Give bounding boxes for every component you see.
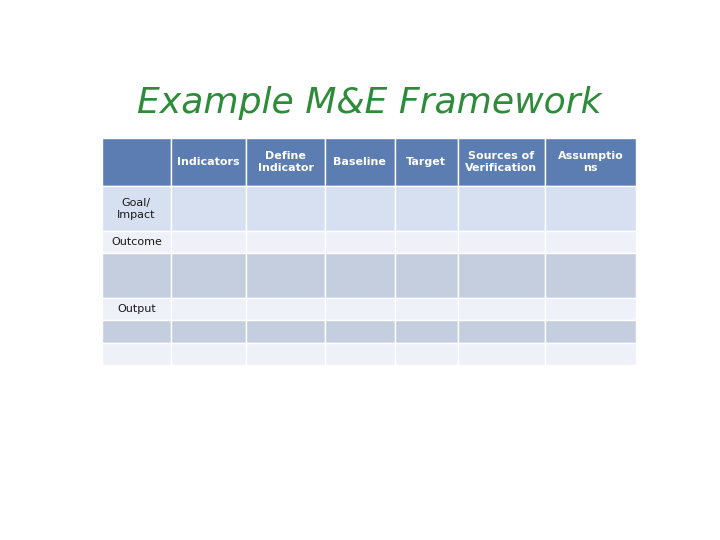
Bar xyxy=(395,186,458,231)
Bar xyxy=(246,186,325,231)
Bar xyxy=(246,253,325,298)
Bar xyxy=(458,343,545,365)
Bar xyxy=(325,320,395,343)
Bar xyxy=(545,138,636,186)
Bar xyxy=(171,343,246,365)
Text: Sources of
Verification: Sources of Verification xyxy=(465,151,537,173)
Bar xyxy=(325,343,395,365)
Bar xyxy=(395,138,458,186)
Bar xyxy=(171,138,246,186)
Bar xyxy=(458,186,545,231)
Bar xyxy=(325,253,395,298)
Bar xyxy=(545,320,636,343)
Bar xyxy=(102,138,171,186)
Bar xyxy=(325,138,395,186)
Bar xyxy=(102,186,171,231)
Bar xyxy=(545,231,636,253)
Bar xyxy=(395,320,458,343)
Text: Target: Target xyxy=(406,157,446,167)
Bar xyxy=(102,231,171,253)
Bar xyxy=(395,298,458,320)
Bar xyxy=(246,138,325,186)
Text: Assumptio
ns: Assumptio ns xyxy=(558,151,624,173)
Bar xyxy=(458,231,545,253)
Bar xyxy=(325,298,395,320)
Bar xyxy=(171,253,246,298)
Bar xyxy=(458,253,545,298)
Bar xyxy=(458,138,545,186)
Bar xyxy=(171,186,246,231)
Bar xyxy=(458,320,545,343)
Text: Indicators: Indicators xyxy=(177,157,240,167)
Bar xyxy=(246,231,325,253)
Text: Define
Indicator: Define Indicator xyxy=(258,151,314,173)
Bar xyxy=(246,298,325,320)
Bar xyxy=(171,298,246,320)
Bar xyxy=(171,231,246,253)
Bar xyxy=(395,231,458,253)
Bar xyxy=(458,298,545,320)
Text: Output: Output xyxy=(117,304,156,314)
Bar xyxy=(395,343,458,365)
Text: Baseline: Baseline xyxy=(333,157,387,167)
Bar xyxy=(102,298,171,320)
Bar xyxy=(545,343,636,365)
Bar xyxy=(545,186,636,231)
Bar xyxy=(246,320,325,343)
Bar xyxy=(102,253,171,298)
Text: Goal/
Impact: Goal/ Impact xyxy=(117,198,156,220)
Bar xyxy=(102,320,171,343)
Bar xyxy=(395,253,458,298)
Bar xyxy=(246,343,325,365)
Bar xyxy=(171,320,246,343)
Bar xyxy=(545,298,636,320)
Bar xyxy=(325,186,395,231)
Text: Example M&E Framework: Example M&E Framework xyxy=(137,86,601,120)
Bar xyxy=(545,253,636,298)
Bar xyxy=(325,231,395,253)
Text: Outcome: Outcome xyxy=(111,237,162,247)
Bar xyxy=(102,343,171,365)
